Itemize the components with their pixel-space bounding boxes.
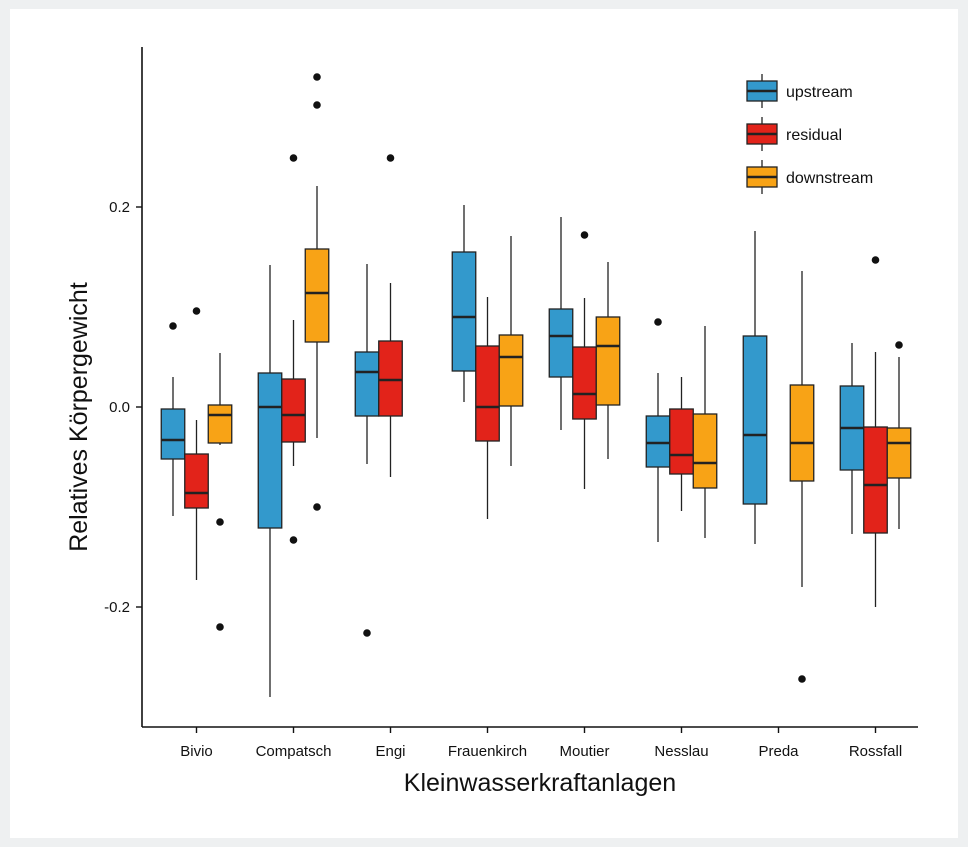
outlier-point — [216, 518, 224, 526]
outlier-point — [169, 322, 177, 330]
iqr-box — [475, 345, 500, 442]
outlier-point — [654, 318, 662, 326]
iqr-box — [281, 378, 306, 443]
legend: upstream residual downstream — [746, 74, 873, 194]
box-residual-nesslau — [669, 377, 694, 511]
x-axis-title: Kleinwasserkraftanlagen — [404, 769, 676, 797]
x-tick-label-bivio: Bivio — [180, 743, 213, 760]
y-tick-label: -0.2 — [104, 599, 130, 616]
legend-item-residual: residual — [746, 117, 842, 151]
iqr-box — [160, 408, 186, 460]
chart-panel: 0.2 0.0 -0.2 Bivio Compatsch Engi Frauenkirch… — [10, 9, 958, 838]
x-tick-label-preda: Preda — [758, 743, 799, 760]
boxplot-chart: 0.2 0.0 -0.2 Bivio Compatsch Engi Frauenkirch… — [65, 47, 918, 797]
iqr-box — [863, 426, 888, 534]
legend-item-downstream: downstream — [746, 160, 873, 194]
outlier-point — [216, 623, 224, 631]
iqr-box — [451, 251, 477, 372]
box-upstream-preda — [742, 231, 768, 544]
x-tick-label-frauenkirch: Frauenkirch — [448, 743, 527, 760]
x-tick-label-engi: Engi — [375, 743, 405, 760]
x-tick-label-rossfall: Rossfall — [849, 743, 902, 760]
y-tick-label: 0.0 — [109, 399, 130, 416]
iqr-box — [207, 404, 233, 444]
x-tick-label-compatsch: Compatsch — [256, 743, 332, 760]
outlier-point — [798, 675, 806, 683]
outlier-point — [289, 536, 298, 544]
box-upstream-compatsch — [257, 265, 283, 697]
x-axis-ticks: Bivio Compatsch Engi Frauenkirch Moutier Ness… — [180, 727, 902, 760]
axes: 0.2 0.0 -0.2 Bivio Compatsch Engi Frauenkirch… — [104, 47, 918, 760]
box-residual-engi — [378, 154, 403, 477]
legend-label-upstream: upstream — [786, 84, 853, 101]
iqr-box — [548, 308, 574, 378]
outlier-point — [289, 154, 298, 162]
outlier-point — [313, 503, 321, 511]
outlier-point — [580, 231, 589, 239]
box-residual-bivio — [184, 307, 209, 580]
box-downstream-rossfall — [886, 341, 912, 529]
box-downstream-compatsch — [304, 73, 330, 511]
box-upstream-frauenkirch — [451, 205, 477, 402]
box-upstream-nesslau — [645, 318, 671, 542]
y-tick-label: 0.2 — [109, 199, 130, 216]
box-downstream-nesslau — [692, 326, 718, 538]
iqr-box — [886, 427, 912, 479]
iqr-box — [789, 384, 815, 482]
box-downstream-preda — [789, 271, 815, 683]
box-upstream-moutier — [548, 217, 574, 430]
outlier-point — [313, 101, 321, 109]
box-residual-compatsch — [281, 154, 306, 544]
outlier-point — [192, 307, 201, 315]
iqr-box — [645, 415, 671, 468]
x-tick-label-moutier: Moutier — [559, 743, 609, 760]
outlier-point — [895, 341, 903, 349]
legend-label-residual: residual — [786, 127, 842, 144]
box-upstream-rossfall — [839, 343, 865, 534]
box-downstream-moutier — [595, 262, 621, 459]
iqr-box — [572, 346, 597, 420]
iqr-box — [378, 340, 403, 417]
iqr-box — [595, 316, 621, 406]
boxes — [160, 73, 912, 697]
iqr-box — [669, 408, 694, 475]
box-downstream-frauenkirch — [498, 236, 524, 466]
outlier-point — [871, 256, 880, 264]
legend-label-downstream: downstream — [786, 170, 873, 187]
y-axis-title: Relatives Körpergewicht — [65, 282, 93, 552]
outlier-point — [386, 154, 395, 162]
iqr-box — [498, 334, 524, 407]
iqr-box — [184, 453, 209, 509]
outlier-point — [313, 73, 321, 81]
box-downstream-bivio — [207, 353, 233, 631]
box-residual-moutier — [572, 231, 597, 489]
iqr-box — [257, 372, 283, 529]
box-residual-rossfall — [863, 256, 888, 607]
box-residual-frauenkirch — [475, 297, 500, 519]
outlier-point — [363, 629, 371, 637]
box-upstream-engi — [354, 264, 380, 637]
iqr-box — [354, 351, 380, 417]
iqr-box — [304, 248, 330, 343]
x-tick-label-nesslau: Nesslau — [654, 743, 708, 760]
iqr-box — [692, 413, 718, 489]
iqr-box — [742, 335, 768, 505]
box-upstream-bivio — [160, 322, 186, 516]
y-axis-ticks: 0.2 0.0 -0.2 — [104, 199, 142, 616]
legend-item-upstream: upstream — [746, 74, 853, 108]
